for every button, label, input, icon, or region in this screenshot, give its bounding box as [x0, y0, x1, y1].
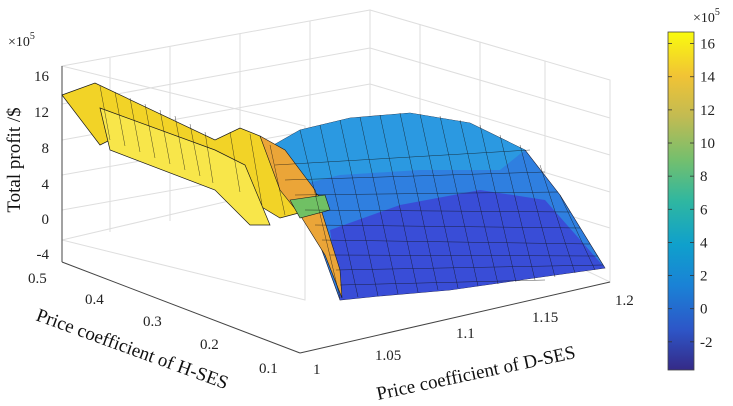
colorbar-tick-label: 2 — [700, 269, 708, 285]
surface-yellow-front — [99, 107, 271, 226]
z-tick-label: 16 — [34, 69, 50, 85]
z-tick-label: 4 — [42, 177, 50, 193]
z-axis-label: Total profit /$ — [4, 107, 25, 212]
colorbar-tick-label: -2 — [700, 335, 713, 351]
colorbar-tick-label: 10 — [700, 136, 715, 152]
surface-mesh — [61, 82, 606, 301]
x-tick-label: 1.2 — [615, 293, 634, 309]
colorbar-ticks: -2 0 2 4 6 8 10 12 14 16 — [668, 37, 716, 351]
z-tick-label: 8 — [42, 141, 50, 157]
colorbar-tick-label: 6 — [700, 202, 708, 218]
x-tick-label: 1.15 — [532, 310, 558, 326]
y-axis-line — [61, 261, 301, 354]
x-axis-label: Price coefficient of D-SES — [375, 342, 578, 405]
mesh-lines — [99, 85, 604, 299]
surface-cyan-region — [265, 113, 525, 185]
y-tick-label: 0.1 — [259, 361, 278, 377]
x-tick-label: 1.05 — [375, 348, 401, 364]
x-tick-label: 1 — [313, 362, 321, 378]
colorbar-tick-label: 14 — [700, 70, 716, 86]
y-tick-label: 0.2 — [200, 337, 219, 353]
y-axis-ticks: 0.5 0.4 0.3 0.2 0.1 — [28, 271, 278, 377]
colorbar-multiplier: ×105 — [693, 7, 720, 26]
surface-deep-blue-region — [330, 190, 605, 300]
z-multiplier: ×105 — [8, 31, 35, 50]
z-tick-label: -4 — [37, 247, 50, 263]
x-tick-label: 1.1 — [456, 326, 475, 342]
z-tick-label: 0 — [42, 212, 50, 228]
y-tick-label: 0.5 — [28, 271, 47, 287]
colorbar-tick-label: 16 — [700, 37, 716, 53]
x-axis-line — [299, 281, 611, 354]
colorbar-tick-label: 8 — [700, 169, 708, 185]
surface-orange-slope — [259, 135, 343, 299]
colorbar-tick-label: 4 — [700, 235, 708, 251]
x-axis-ticks: 1 1.05 1.1 1.15 1.2 — [313, 293, 634, 378]
colorbar-tick-label: 0 — [700, 302, 708, 318]
colorbar-gradient — [667, 31, 695, 371]
y-tick-label: 0.4 — [85, 292, 104, 308]
z-tick-label: 12 — [34, 105, 49, 121]
colorbar: ×105 -2 0 2 4 6 8 10 12 14 16 — [667, 7, 720, 371]
z-axis-ticks: 16 12 8 4 0 -4 — [34, 69, 50, 263]
colorbar-tick-label: 12 — [700, 103, 715, 119]
y-tick-label: 0.3 — [143, 314, 162, 330]
